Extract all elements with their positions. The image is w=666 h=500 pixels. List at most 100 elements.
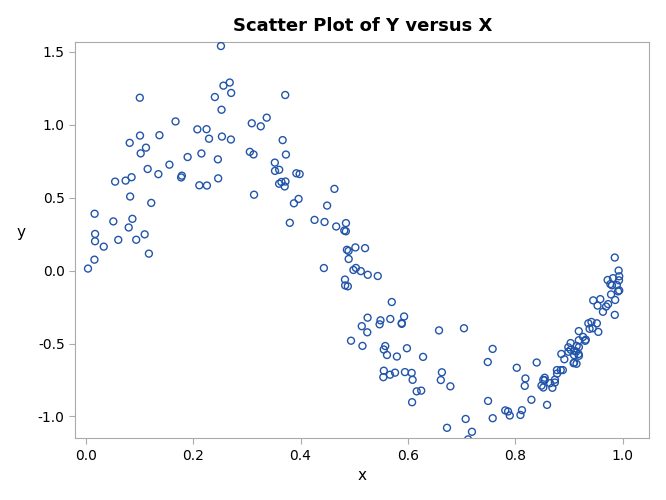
Point: [280, 150, 291, 158]
Point: [261, 114, 272, 122]
Point: [382, 351, 392, 359]
Point: [526, 396, 537, 404]
Point: [581, 336, 591, 344]
Point: [547, 384, 557, 392]
X-axis label: x: x: [358, 468, 367, 483]
Point: [571, 360, 582, 368]
Point: [279, 182, 290, 190]
Point: [488, 345, 498, 353]
Point: [141, 144, 151, 152]
Point: [531, 358, 542, 366]
Point: [511, 446, 521, 454]
Point: [362, 328, 372, 336]
Point: [511, 364, 522, 372]
Point: [360, 244, 370, 252]
Point: [551, 366, 562, 374]
Point: [434, 326, 444, 334]
Point: [362, 314, 373, 322]
Point: [348, 266, 359, 274]
Point: [402, 344, 412, 352]
Point: [135, 132, 145, 140]
Point: [559, 356, 569, 364]
Point: [318, 264, 329, 272]
Point: [584, 325, 595, 333]
Point: [154, 131, 165, 139]
Point: [526, 442, 537, 450]
Point: [226, 89, 236, 97]
Point: [436, 376, 446, 384]
Point: [108, 218, 119, 226]
Point: [274, 166, 284, 174]
Point: [357, 342, 368, 350]
Point: [125, 192, 135, 200]
Point: [611, 281, 622, 289]
Point: [346, 336, 356, 344]
Point: [549, 376, 560, 384]
Point: [483, 397, 494, 405]
Point: [551, 370, 562, 378]
Point: [452, 445, 462, 453]
Point: [164, 160, 174, 168]
Point: [592, 302, 603, 310]
Point: [127, 215, 138, 223]
Point: [344, 255, 354, 263]
Point: [356, 322, 367, 330]
Point: [488, 414, 498, 422]
Point: [342, 246, 352, 254]
Point: [467, 428, 478, 436]
Point: [396, 319, 407, 327]
Point: [614, 272, 625, 280]
Point: [555, 366, 566, 374]
Point: [216, 42, 226, 50]
Point: [340, 282, 350, 290]
Point: [588, 296, 599, 304]
Point: [538, 376, 549, 384]
Point: [89, 256, 100, 264]
Point: [539, 374, 550, 382]
Point: [276, 178, 287, 186]
Point: [569, 358, 579, 366]
Point: [90, 230, 101, 238]
Point: [374, 320, 385, 328]
Point: [536, 382, 547, 390]
Point: [343, 247, 354, 255]
Point: [541, 401, 552, 409]
Point: [176, 172, 187, 179]
Point: [565, 339, 576, 347]
Point: [125, 139, 135, 147]
Y-axis label: y: y: [17, 225, 26, 240]
Point: [601, 302, 611, 310]
Point: [89, 210, 100, 218]
Point: [226, 136, 236, 143]
Point: [375, 316, 386, 324]
Point: [113, 236, 124, 244]
Point: [280, 91, 290, 99]
Point: [121, 176, 131, 184]
Point: [131, 236, 142, 244]
Point: [331, 222, 342, 230]
Point: [459, 324, 470, 332]
Point: [284, 219, 295, 227]
Point: [99, 242, 109, 250]
Point: [293, 195, 304, 203]
Point: [135, 94, 145, 102]
Point: [557, 366, 568, 374]
Point: [144, 250, 155, 258]
Point: [340, 228, 351, 235]
Point: [216, 106, 227, 114]
Point: [291, 170, 302, 177]
Point: [408, 376, 418, 384]
Point: [83, 264, 93, 272]
Point: [406, 369, 417, 377]
Point: [194, 182, 204, 190]
Point: [170, 118, 181, 126]
Point: [339, 226, 350, 234]
Point: [319, 218, 330, 226]
Point: [224, 78, 235, 86]
Point: [274, 180, 284, 188]
Point: [380, 342, 390, 350]
Point: [478, 452, 488, 460]
Point: [519, 382, 530, 390]
Point: [216, 132, 227, 140]
Point: [176, 174, 186, 182]
